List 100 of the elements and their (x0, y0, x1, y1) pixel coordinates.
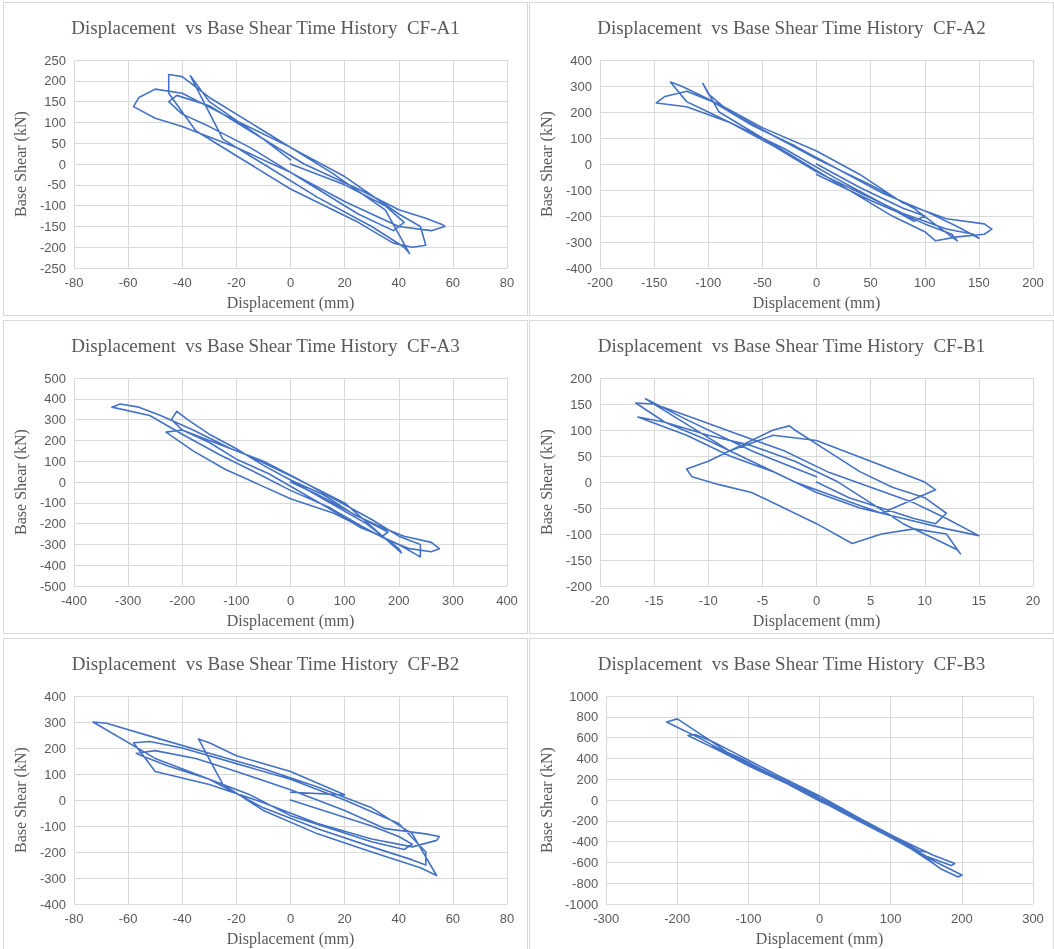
y-tick-label: -100 (39, 198, 66, 214)
y-tick-label: 0 (590, 792, 599, 808)
chart-title: Displacement vs Base Shear Time History CF-A1 (71, 17, 460, 38)
y-tick-label: 200 (570, 370, 592, 386)
x-tick-label: 200 (951, 911, 973, 927)
x-tick-label: -300 (115, 593, 142, 609)
chart-title: Displacement vs Base Shear Time History CF-A2 (597, 17, 986, 38)
y-axis-title: Base Shear (kN) (537, 111, 556, 217)
y-tick-label: -100 (39, 818, 66, 834)
x-tick-label: 300 (1022, 911, 1044, 927)
chart-title: Displacement vs Base Shear Time History CF-A3 (71, 335, 460, 356)
y-tick-label: 100 (44, 114, 66, 130)
x-tick-label: -100 (223, 593, 250, 609)
y-tick-label: 600 (576, 730, 599, 746)
chart-title: Displacement vs Base Shear Time History CF-B1 (597, 335, 986, 356)
y-tick-label: -600 (572, 854, 599, 870)
x-tick-label: 0 (286, 275, 295, 291)
y-tick-label: 0 (58, 792, 66, 808)
y-tick-label: -50 (47, 177, 66, 193)
y-tick-label: -150 (39, 218, 66, 234)
y-tick-label: -200 (39, 844, 66, 860)
x-tick-label: 100 (913, 275, 936, 291)
y-tick-label: 200 (44, 432, 66, 448)
line-series (634, 398, 980, 555)
y-tick-label: -100 (565, 182, 592, 198)
y-tick-label: 800 (576, 709, 599, 725)
y-tick-label: 500 (44, 370, 66, 386)
x-tick-label: 200 (1022, 275, 1044, 291)
x-tick-label: 80 (499, 275, 515, 291)
x-tick-label: -40 (172, 275, 192, 291)
line-series (111, 403, 441, 558)
y-tick-label: 200 (570, 104, 592, 120)
x-axis-title: Displacement (mm) (226, 293, 355, 312)
x-tick-label: 0 (286, 911, 295, 927)
y-tick-label: -400 (565, 260, 592, 276)
y-axis-title: Base Shear (kN) (11, 747, 30, 853)
y-tick-label: 0 (58, 474, 66, 490)
x-tick-label: 50 (863, 275, 878, 291)
x-tick-label: 0 (812, 593, 821, 609)
x-tick-label: -40 (172, 911, 192, 927)
y-tick-label: -500 (39, 578, 66, 594)
x-axis-title: Displacement (mm) (755, 929, 884, 948)
line-series (92, 721, 441, 877)
y-tick-label: -400 (572, 834, 599, 850)
x-tick-label: -150 (641, 275, 668, 291)
y-tick-label: 50 (577, 448, 592, 464)
y-axis-title: Base Shear (kN) (537, 429, 556, 535)
line-series (665, 718, 963, 878)
x-tick-label: -20 (590, 593, 610, 609)
x-tick-label: 60 (445, 275, 461, 291)
x-tick-label: -60 (118, 275, 138, 291)
x-tick-label: -200 (664, 911, 691, 927)
x-tick-label: 150 (968, 275, 990, 291)
y-tick-label: 0 (584, 474, 592, 490)
y-tick-label: -100 (39, 495, 66, 511)
x-tick-label: -5 (756, 593, 769, 609)
x-tick-label: 400 (496, 593, 518, 609)
y-tick-label: -400 (39, 557, 66, 573)
x-tick-label: 20 (337, 275, 352, 291)
y-tick-label: -300 (565, 234, 592, 250)
y-axis-title: Base Shear (kN) (537, 747, 556, 853)
x-tick-label: -15 (644, 593, 664, 609)
y-tick-label: 50 (51, 135, 66, 151)
x-tick-label: -10 (698, 593, 718, 609)
y-tick-label: 100 (570, 130, 592, 146)
y-tick-label: 0 (584, 156, 592, 172)
y-axis-title: Base Shear (kN) (11, 111, 30, 217)
y-tick-label: -300 (39, 536, 66, 552)
y-tick-label: -400 (39, 896, 66, 912)
y-tick-label: 100 (44, 453, 66, 469)
y-tick-label: 150 (570, 396, 592, 412)
x-tick-label: 200 (387, 593, 410, 609)
y-tick-label: 250 (44, 52, 66, 68)
x-tick-label: -200 (169, 593, 196, 609)
y-tick-label: -250 (39, 260, 66, 276)
y-tick-label: 1000 (569, 688, 599, 704)
y-tick-label: 300 (44, 714, 66, 730)
x-tick-label: -60 (118, 911, 138, 927)
y-tick-label: -200 (572, 813, 599, 829)
chart-title: Displacement vs Base Shear Time History CF-B2 (71, 653, 460, 674)
x-tick-label: 20 (337, 911, 352, 927)
x-axis-title: Displacement (mm) (752, 611, 881, 630)
y-tick-label: 400 (576, 750, 599, 766)
y-tick-label: 400 (570, 52, 592, 68)
y-tick-label: 150 (44, 94, 66, 110)
y-tick-label: -300 (39, 870, 66, 886)
y-tick-label: 100 (44, 766, 66, 782)
y-tick-label: 400 (44, 391, 66, 407)
y-tick-label: -100 (565, 526, 592, 542)
x-tick-label: 20 (1025, 593, 1041, 609)
line-series (655, 81, 993, 242)
x-tick-label: 0 (812, 275, 821, 291)
x-tick-label: -100 (735, 911, 762, 927)
x-tick-label: 10 (917, 593, 932, 609)
y-tick-label: 100 (570, 422, 592, 438)
y-tick-label: -200 (39, 516, 66, 532)
y-tick-label: 200 (576, 771, 599, 787)
x-tick-label: 60 (445, 911, 461, 927)
x-tick-label: -80 (64, 911, 84, 927)
y-tick-label: -200 (565, 208, 592, 224)
